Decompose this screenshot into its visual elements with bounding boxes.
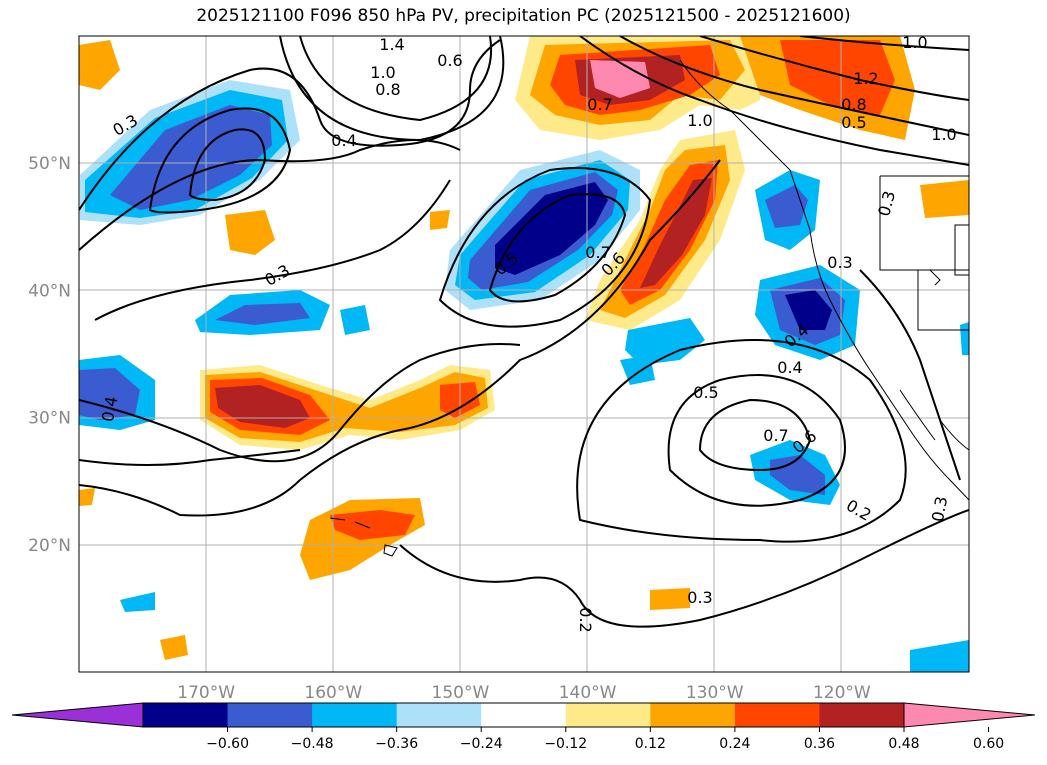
lat-label-2: 30°N xyxy=(28,409,71,429)
colorbar-tick-label-3: −0.24 xyxy=(460,736,503,752)
lon-label-3: 140°W xyxy=(559,683,617,703)
map-panel xyxy=(79,36,969,672)
colorbar-segment-4 xyxy=(481,703,567,727)
colorbar-tick-label-2: −0.36 xyxy=(375,736,418,752)
contour-label-3: 0.5 xyxy=(841,113,866,132)
contour-label-5: 1.4 xyxy=(379,35,404,54)
lat-label-3: 20°N xyxy=(28,536,71,556)
colorbar-tick-label-7: 0.36 xyxy=(804,736,835,752)
map-frame xyxy=(78,35,970,673)
contour-label-8: 0.6 xyxy=(437,51,462,70)
contour-label-23: 0.7 xyxy=(763,426,788,445)
contour-label-28: 0.2 xyxy=(576,607,595,632)
colorbar-frame xyxy=(142,702,905,728)
coastlines xyxy=(329,59,969,557)
lon-label-2: 150°W xyxy=(432,683,490,703)
colorbar-tick-label-1: −0.48 xyxy=(291,736,334,752)
colorbar-segment-3 xyxy=(396,703,482,727)
contour-label-14: 0.7 xyxy=(585,243,610,262)
contour-label-4: 1.0 xyxy=(931,125,956,144)
colorbar-tick-label-6: 0.24 xyxy=(719,736,750,752)
longitude-labels: 170°W 160°W 150°W 140°W 130°W 120°W xyxy=(177,683,871,703)
colorbar-segment-5 xyxy=(565,703,651,727)
contour-label-17: 0.3 xyxy=(827,253,852,272)
contour-label-10: 0.4 xyxy=(331,131,356,150)
contour-label-0: 1.0 xyxy=(902,33,927,52)
colorbar-segment-2 xyxy=(312,703,398,727)
colorbar-tick-label-0: −0.60 xyxy=(206,736,249,752)
colorbar-segment-8 xyxy=(819,703,905,727)
colorbar-tick-label-4: −0.12 xyxy=(544,736,587,752)
colorbar-tick-label-9: 0.60 xyxy=(973,736,1004,752)
contour-label-20: 0.4 xyxy=(777,358,802,377)
map-title: 2025121100 F096 850 hPa PV, precipitatio… xyxy=(196,6,851,26)
contour-label-11: 0.7 xyxy=(587,95,612,114)
contour-label-27: 0.3 xyxy=(687,588,712,607)
latitude-labels: 50°N 40°N 30°N 20°N xyxy=(28,154,71,556)
contour-label-21: 0.4 xyxy=(98,395,121,423)
pv-contours xyxy=(79,36,969,628)
lat-label-1: 40°N xyxy=(28,281,71,301)
lon-label-0: 170°W xyxy=(177,683,235,703)
colorbar-tick-label-5: 0.12 xyxy=(635,736,666,752)
colorbar-extend-low xyxy=(11,702,144,728)
lon-label-5: 120°W xyxy=(813,683,871,703)
contour-label-2: 0.8 xyxy=(841,95,866,114)
lat-label-0: 50°N xyxy=(28,154,71,174)
lon-label-4: 130°W xyxy=(686,683,744,703)
colorbar-segment-1 xyxy=(227,703,313,727)
contour-label-6: 1.0 xyxy=(370,63,395,82)
colorbar: −0.60 −0.48 −0.36 −0.24 −0.12 0.12 0.24 0.36 0.4… xyxy=(11,702,1036,752)
contour-label-7: 0.8 xyxy=(375,80,400,99)
contour-label-12: 1.0 xyxy=(687,111,712,130)
contour-label-26: 0.3 xyxy=(928,495,951,523)
lon-label-1: 160°W xyxy=(304,683,362,703)
colorbar-tick-label-8: 0.48 xyxy=(888,736,919,752)
contour-label-1: 1.2 xyxy=(853,69,878,88)
contour-label-22: 0.5 xyxy=(693,383,718,402)
colorbar-segment-7 xyxy=(734,703,820,727)
colorbar-extend-high xyxy=(903,702,1036,728)
colorbar-segment-0 xyxy=(143,703,229,727)
colorbar-segment-6 xyxy=(650,703,736,727)
